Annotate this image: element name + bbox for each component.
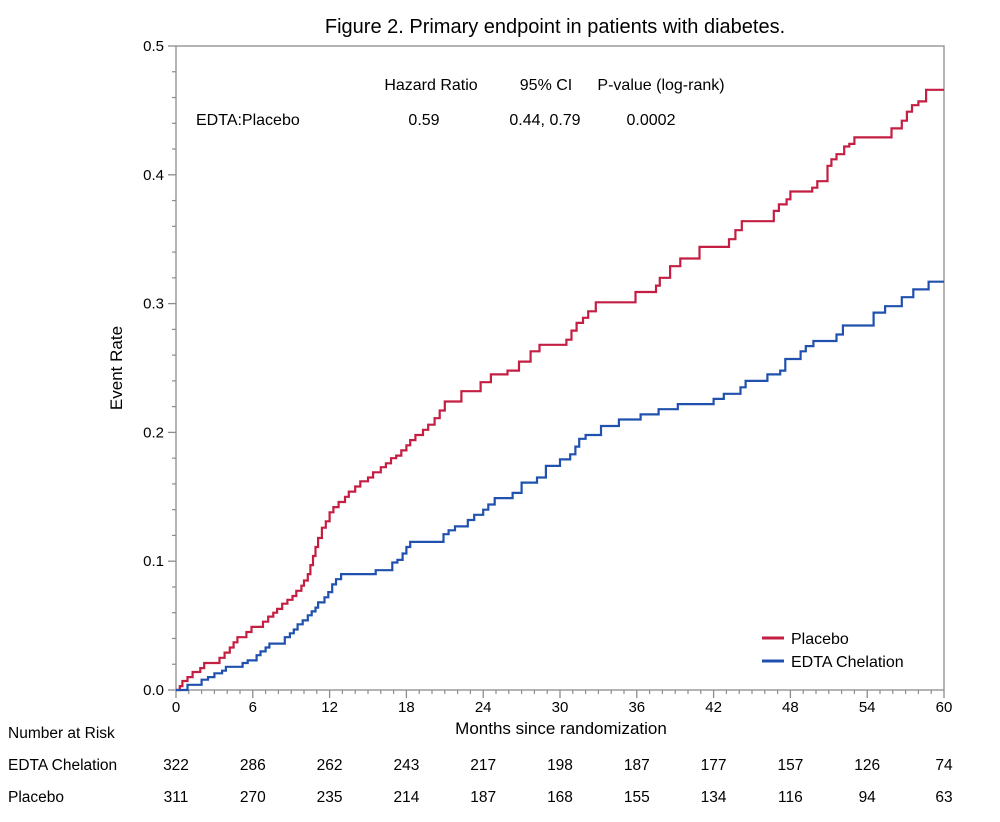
risk-table-heading: Number at Risk	[8, 725, 115, 742]
risk-count: 322	[163, 757, 189, 774]
x-tick-label: 0	[172, 699, 180, 716]
risk-table: Number at Risk EDTA Chelation Placebo 32…	[8, 725, 953, 806]
risk-count: 286	[240, 757, 266, 774]
risk-count: 177	[701, 757, 727, 774]
legend-label-placebo: Placebo	[791, 631, 849, 648]
risk-count: 63	[935, 789, 952, 806]
x-tick-label: 18	[398, 699, 415, 716]
risk-row-label-edta: EDTA Chelation	[8, 757, 117, 774]
risk-count: 270	[240, 789, 266, 806]
risk-count: 262	[317, 757, 343, 774]
risk-count: 217	[470, 757, 496, 774]
x-tick-label: 30	[552, 699, 569, 716]
stats-p-value: 0.0002	[627, 112, 676, 129]
x-tick-label: 48	[782, 699, 799, 716]
risk-count: 243	[393, 757, 419, 774]
stats-hazard-ratio-value: 0.59	[408, 112, 439, 129]
risk-count: 116	[778, 789, 803, 806]
curve-edta-chelation	[176, 280, 944, 692]
risk-count: 157	[777, 757, 803, 774]
plot-area: 0.0 0.1 0.2 0.3 0.4 0.5 0 6 12 18 24 30 36 42 48 54 60	[143, 38, 952, 716]
plot-frame	[175, 45, 945, 691]
x-tick-label: 6	[249, 699, 257, 716]
x-tick-label: 42	[705, 699, 722, 716]
stats-table: Hazard Ratio 95% CI P-value (log-rank) E…	[196, 77, 725, 129]
risk-count: 134	[701, 789, 727, 806]
curve-placebo	[176, 88, 944, 692]
y-tick-label: 0.3	[143, 296, 164, 313]
stats-header-hazard-ratio: Hazard Ratio	[384, 77, 477, 94]
risk-count: 168	[547, 789, 573, 806]
y-axis-title: Event Rate	[107, 326, 126, 410]
y-tick-label: 0.5	[143, 38, 164, 55]
risk-count: 155	[624, 789, 650, 806]
risk-count: 74	[935, 757, 953, 774]
risk-count: 311	[164, 789, 189, 806]
y-tick-label: 0.2	[143, 424, 164, 441]
risk-count: 187	[470, 789, 496, 806]
x-tick-label: 54	[859, 699, 876, 716]
risk-count: 235	[317, 789, 343, 806]
x-tick-label: 36	[628, 699, 645, 716]
risk-count: 214	[393, 789, 419, 806]
y-tick-label: 0.4	[143, 167, 164, 184]
risk-count: 198	[547, 757, 573, 774]
risk-row-label-placebo: Placebo	[8, 789, 64, 806]
y-tick-label: 0.1	[143, 553, 164, 570]
stats-header-ci: 95% CI	[520, 77, 572, 94]
y-tick-label: 0.0	[143, 682, 164, 699]
x-tick-label: 24	[475, 699, 492, 716]
risk-count: 126	[854, 757, 880, 774]
risk-count: 187	[624, 757, 650, 774]
x-tick-label: 12	[321, 699, 338, 716]
legend: Placebo EDTA Chelation	[762, 631, 904, 671]
x-axis-title: Months since randomization	[455, 719, 667, 738]
risk-count: 94	[859, 789, 877, 806]
figure-title: Figure 2. Primary endpoint in patients w…	[325, 16, 785, 38]
stats-ci-value: 0.44, 0.79	[509, 112, 580, 129]
risk-numbers: 322 286 262 243 217 198 187 177 157 126 74 311 270 23…	[163, 757, 953, 806]
legend-label-edta-chelation: EDTA Chelation	[791, 654, 904, 671]
stats-row-label: EDTA:Placebo	[196, 112, 300, 129]
stats-header-p-value: P-value (log-rank)	[597, 77, 724, 94]
x-tick-label: 60	[936, 699, 953, 716]
